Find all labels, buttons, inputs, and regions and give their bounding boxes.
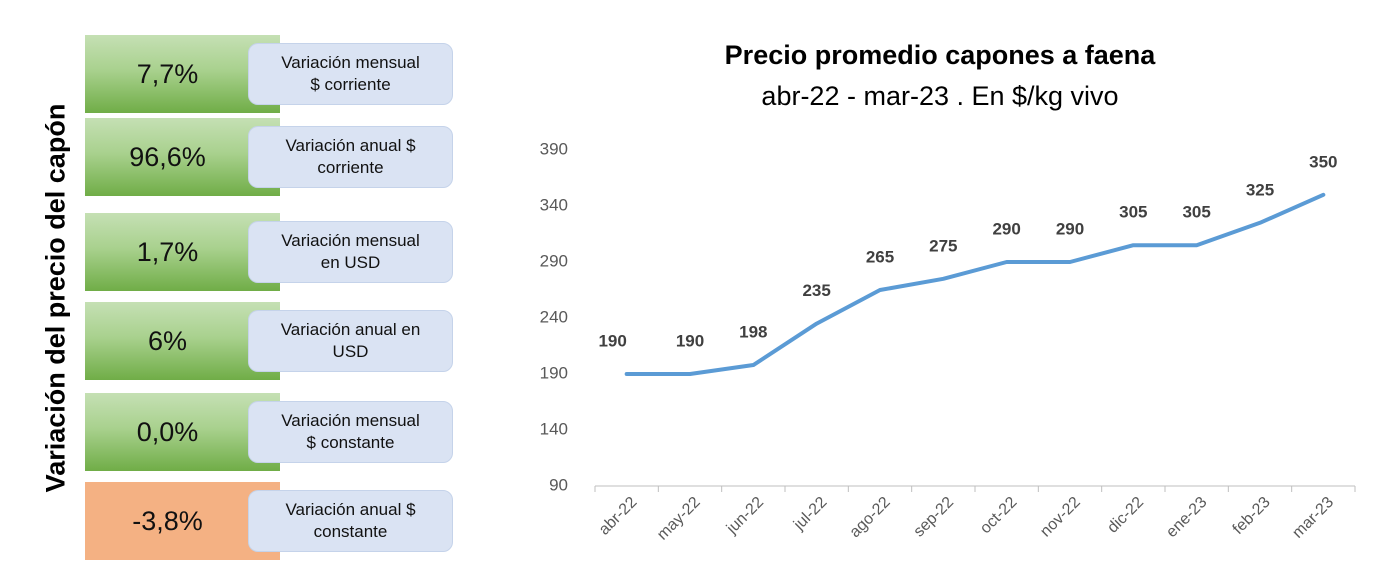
kpi-card: 1,7% [85, 213, 280, 291]
y-tick-label: 290 [540, 251, 568, 270]
data-label: 290 [992, 219, 1020, 238]
x-tick-label: mar-23 [1289, 494, 1337, 542]
kpi-label-line: en USD [320, 253, 381, 272]
y-tick-label: 240 [540, 307, 568, 326]
y-tick-label: 390 [540, 139, 568, 158]
kpi-label-line: Variación mensual [281, 231, 420, 250]
x-tick-label: may-22 [654, 494, 704, 544]
kpi-label: Variación anual $ corriente [248, 126, 453, 188]
x-tick-label: dic-22 [1104, 494, 1147, 537]
data-label: 290 [1056, 219, 1084, 238]
data-label: 190 [676, 331, 704, 350]
kpi-label-line: corriente [317, 158, 384, 177]
y-tick-label: 340 [540, 195, 568, 214]
x-tick-label: jun-22 [723, 494, 767, 538]
x-tick-label: oct-22 [977, 494, 1021, 538]
y-tick-label: 140 [540, 419, 568, 438]
kpi-card: 96,6% [85, 118, 280, 196]
kpi-label-line: Variación anual $ [285, 136, 416, 155]
data-label: 350 [1309, 152, 1337, 171]
data-label: 275 [929, 236, 957, 255]
chart-subtitle: abr-22 - mar-23 . En $/kg vivo [761, 81, 1118, 111]
kpi-value: 6% [147, 326, 188, 356]
kpi-value: 96,6% [129, 142, 206, 172]
data-label: 235 [802, 281, 830, 300]
kpi-label-line: $ constante [306, 433, 395, 452]
x-tick-label: ene-23 [1163, 494, 1210, 541]
kpi-label-line: Variación anual $ [285, 500, 416, 519]
kpi-value: 7,7% [136, 59, 199, 89]
y-tick-label: 190 [540, 363, 568, 382]
x-tick-label: abr-22 [596, 494, 641, 539]
data-label: 305 [1119, 203, 1147, 222]
kpi-label-line: Variación mensual [281, 411, 420, 430]
kpi-label-line: USD [332, 342, 369, 361]
kpi-label: Variación anual en USD [248, 310, 453, 372]
data-label: 325 [1246, 180, 1274, 199]
kpi-label: Variación anual $ constante [248, 490, 453, 552]
kpi-card: 6% [85, 302, 280, 380]
y-tick-label: 90 [549, 475, 568, 494]
kpi-label-line: constante [313, 522, 388, 541]
x-tick-label: jul-22 [790, 494, 830, 534]
chart-title: Precio promedio capones a faena [725, 40, 1157, 70]
kpi-card: 0,0% [85, 393, 280, 471]
kpi-card: -3,8% [85, 482, 280, 560]
kpi-label-line: Variación anual en [280, 320, 421, 339]
kpi-card: 7,7% [85, 35, 280, 113]
x-tick-label: sep-22 [911, 494, 958, 541]
x-tick-label: ago-22 [847, 494, 894, 541]
kpi-value: -3,8% [132, 506, 203, 536]
data-label: 190 [598, 331, 626, 350]
kpi-value: 1,7% [136, 237, 199, 267]
kpi-label: Variación mensual $ corriente [248, 43, 453, 105]
data-label: 305 [1182, 203, 1210, 222]
kpi-label: Variación mensual $ constante [248, 401, 453, 463]
kpi-label-line: Variación mensual [281, 53, 420, 72]
kpi-label-line: $ corriente [310, 75, 391, 94]
kpi-label: Variación mensual en USD [248, 221, 453, 283]
kpi-value: 0,0% [136, 417, 199, 447]
x-tick-label: feb-23 [1230, 494, 1274, 538]
line [624, 192, 1326, 376]
data-label: 198 [739, 323, 767, 342]
data-label: 265 [866, 247, 894, 266]
x-tick-label: nov-22 [1037, 494, 1084, 541]
